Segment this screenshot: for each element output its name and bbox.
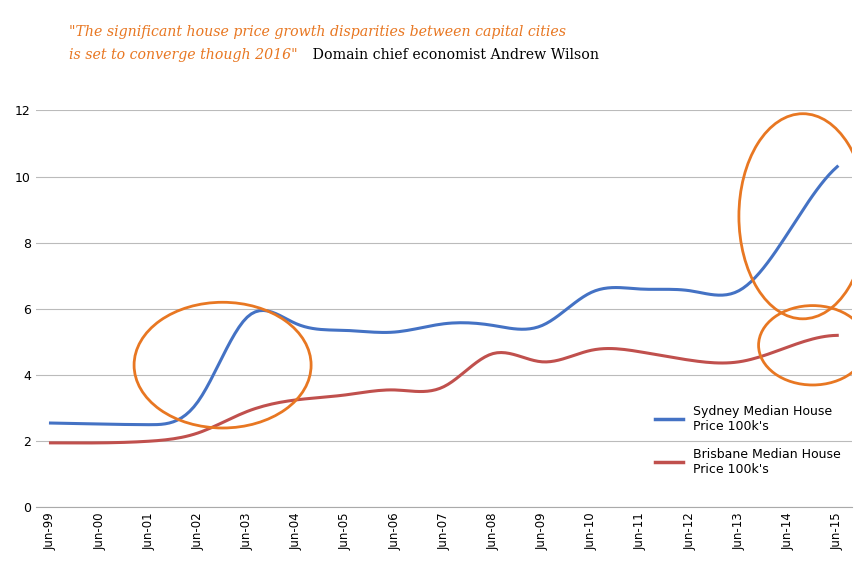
Legend: Sydney Median House
Price 100k's, Brisbane Median House
Price 100k's: Sydney Median House Price 100k's, Brisba…	[650, 400, 845, 481]
Text: "The significant house price growth disparities between capital cities: "The significant house price growth disp…	[69, 25, 566, 40]
Text: Domain chief economist Andrew Wilson: Domain chief economist Andrew Wilson	[308, 48, 599, 62]
Text: is set to converge though 2016": is set to converge though 2016"	[69, 48, 298, 62]
